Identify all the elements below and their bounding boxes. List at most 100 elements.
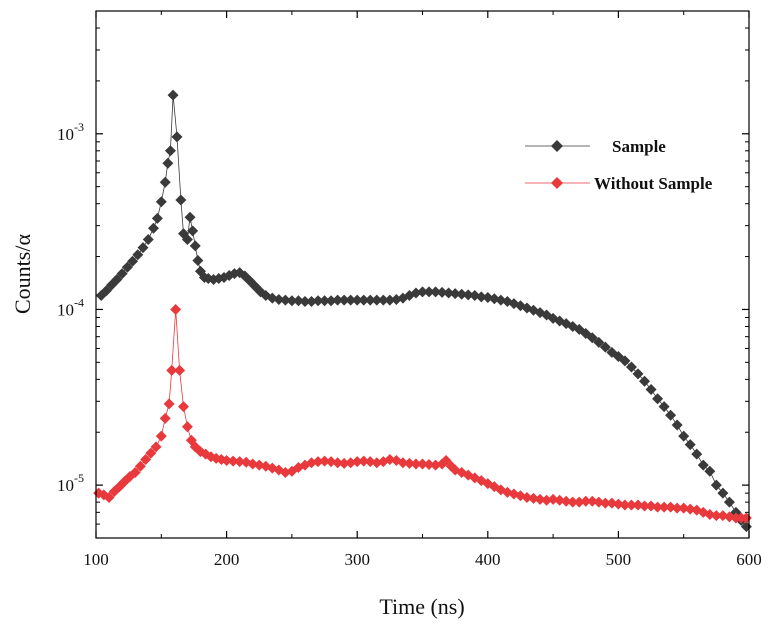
x-tick-label: 600: [736, 550, 762, 569]
data-point: [299, 295, 311, 307]
data-point: [443, 287, 455, 299]
legend-label: Sample: [612, 137, 666, 156]
y-axis-title: Counts/α: [10, 234, 35, 314]
legend-entry-sample: Sample: [525, 137, 666, 156]
data-point: [103, 492, 115, 504]
data-point: [671, 419, 683, 431]
data-point: [436, 286, 448, 298]
x-tick-label: 500: [606, 550, 632, 569]
legend-entry-without-sample: Without Sample: [525, 174, 713, 193]
data-point: [541, 494, 553, 506]
data-point: [521, 492, 533, 504]
data-point: [181, 234, 193, 246]
y-tick-label: 10-5: [57, 471, 84, 495]
data-point: [187, 225, 199, 237]
data-point: [475, 291, 487, 303]
data-point: [625, 499, 637, 511]
data-point: [351, 456, 363, 468]
data-point: [142, 234, 154, 246]
data-point: [625, 361, 637, 373]
data-point: [612, 498, 624, 510]
data-point: [364, 294, 376, 306]
data-point: [332, 294, 344, 306]
data-point: [145, 447, 157, 459]
data-point: [599, 341, 611, 353]
data-point: [547, 493, 559, 505]
y-tick-labels: 10-3 10-4 10-5: [57, 120, 84, 495]
data-point: [645, 384, 657, 396]
data-point: [423, 459, 435, 471]
series-line: [98, 309, 747, 519]
y-tick-label: 10-3: [57, 120, 84, 144]
data-point: [170, 303, 182, 315]
data-point: [599, 497, 611, 509]
data-point: [377, 294, 389, 306]
data-point: [358, 294, 370, 306]
data-point: [384, 294, 396, 306]
data-point: [155, 430, 167, 442]
data-point: [697, 459, 709, 471]
x-tick-label: 300: [344, 550, 370, 569]
data-point: [163, 398, 175, 410]
data-point: [534, 493, 546, 505]
data-point: [704, 465, 716, 477]
data-point: [593, 496, 605, 508]
data-point: [159, 412, 171, 424]
data-point: [710, 510, 722, 522]
data-point: [684, 439, 696, 451]
data-point: [325, 295, 337, 307]
data-point: [273, 293, 285, 305]
data-point: [717, 487, 729, 499]
data-point: [456, 288, 468, 300]
data-point: [410, 458, 422, 470]
data-point: [586, 332, 598, 344]
data-point: [723, 496, 735, 508]
data-point: [132, 249, 144, 261]
plot-series: [93, 89, 752, 533]
data-point: [279, 294, 291, 306]
data-point: [134, 460, 146, 472]
plot-frame: [95, 10, 750, 539]
data-point: [691, 448, 703, 460]
data-point: [449, 288, 461, 300]
data-point: [665, 409, 677, 421]
data-point: [137, 242, 149, 254]
legend-marker: [551, 140, 563, 152]
data-point: [593, 336, 605, 348]
data-point: [652, 393, 664, 405]
data-point: [121, 261, 133, 273]
x-tick-label: 200: [214, 550, 240, 569]
data-point: [586, 495, 598, 507]
data-point: [312, 295, 324, 307]
data-point: [164, 145, 176, 157]
data-point: [151, 212, 163, 224]
data-point: [162, 157, 174, 169]
data-point: [606, 497, 618, 509]
x-tick-label: 400: [475, 550, 501, 569]
data-point: [174, 364, 186, 376]
data-point: [397, 457, 409, 469]
data-point: [167, 89, 179, 101]
data-point: [567, 496, 579, 508]
data-point: [671, 502, 683, 514]
data-point: [573, 496, 585, 508]
data-point: [345, 294, 357, 306]
data-point: [652, 501, 664, 513]
data-point: [554, 494, 566, 506]
data-point: [462, 289, 474, 301]
data-point: [305, 295, 317, 307]
data-point: [632, 368, 644, 380]
series-sample: [95, 89, 752, 533]
data-point: [189, 240, 201, 252]
data-point: [430, 286, 442, 298]
data-point: [639, 375, 651, 387]
data-point: [116, 268, 128, 280]
data-point: [665, 501, 677, 513]
data-point: [171, 131, 183, 143]
x-tick-labels: 100 200 300 400 500 600: [83, 550, 762, 569]
data-point: [645, 500, 657, 512]
data-point: [111, 274, 123, 286]
data-point: [417, 286, 428, 298]
data-point: [560, 495, 572, 507]
